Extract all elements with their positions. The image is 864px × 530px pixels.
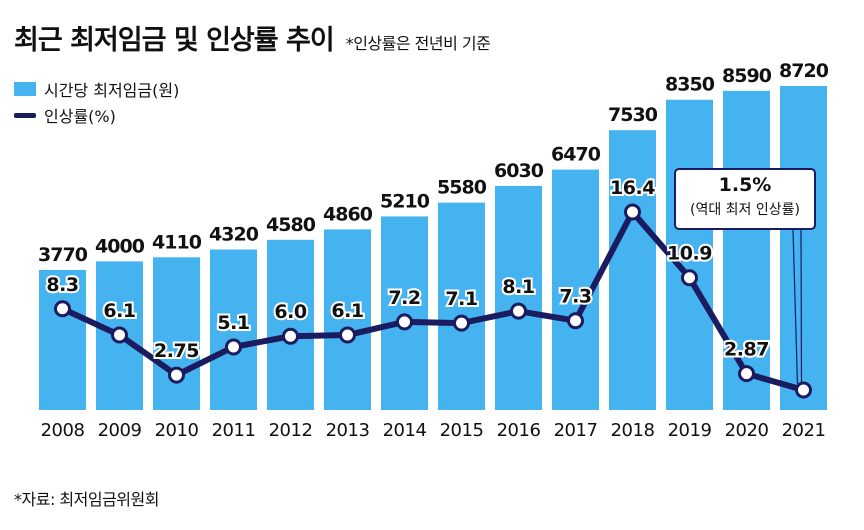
x-tick-label-2012: 2012: [269, 420, 313, 441]
x-tick-label-2015: 2015: [440, 420, 484, 441]
rate-point-2020: [738, 365, 755, 383]
rate-label-2012: 6.0: [274, 301, 306, 323]
rate-label-2009: 6.1: [103, 300, 135, 322]
x-tick-label-2018: 2018: [611, 420, 655, 441]
bar-value-label-2018: 7530: [608, 104, 658, 126]
rate-label-2016: 8.1: [502, 276, 534, 298]
bar-value-label-2017: 6470: [551, 144, 601, 166]
x-tick-label-2010: 2010: [155, 420, 199, 441]
bar-value-label-2008: 3770: [38, 244, 88, 266]
bar-value-label-2014: 5210: [380, 190, 430, 212]
rate-label-2020: 2.87: [724, 339, 769, 361]
rate-point-2009: [111, 326, 128, 344]
rate-point-2013: [339, 326, 356, 344]
rate-point-2018: [624, 203, 641, 221]
x-tick-label-2021: 2021: [782, 420, 826, 441]
bar-2010: [153, 257, 200, 410]
bar-value-label-2012: 4580: [266, 214, 316, 236]
bar-value-label-2016: 6030: [494, 160, 544, 182]
legend-item-rate: 인상률(%): [14, 102, 179, 128]
bar-2018: [609, 130, 656, 411]
legend-bar-swatch: [14, 82, 36, 96]
rate-label-2008: 8.3: [46, 274, 78, 296]
rate-point-2012: [282, 327, 299, 345]
rate-label-2013: 6.1: [331, 300, 363, 322]
bar-2015: [438, 202, 485, 410]
callout-value: 1.5%: [718, 174, 772, 196]
bar-2021: [780, 86, 827, 410]
title-row: 최근 최저임금 및 인상률 추이 *인상률은 전년비 기준: [14, 18, 491, 57]
rate-point-2017: [567, 312, 584, 330]
x-tick-label-2009: 2009: [98, 420, 142, 441]
legend-line-swatch: [14, 112, 36, 118]
rate-label-2010: 2.75: [154, 340, 199, 362]
x-tick-label-2019: 2019: [668, 420, 712, 441]
bar-value-label-2013: 4860: [323, 203, 373, 225]
rate-point-2021: [795, 381, 812, 399]
bar-2008: [39, 269, 86, 410]
rate-label-2014: 7.2: [388, 287, 420, 309]
rate-point-2014: [396, 313, 413, 331]
rate-point-2008: [54, 300, 71, 318]
rate-line: [59, 209, 807, 393]
chart-subtitle: *인상률은 전년비 기준: [345, 34, 491, 53]
bar-value-label-2010: 4110: [152, 231, 202, 253]
bar-2016: [495, 185, 542, 410]
rate-point-2015: [453, 314, 470, 332]
rate-label-2019: 10.9: [667, 243, 712, 265]
bar-2014: [381, 216, 428, 410]
x-tick-label-2016: 2016: [497, 420, 541, 441]
x-tick-label-2020: 2020: [725, 420, 769, 441]
bar-2019: [666, 99, 713, 410]
bar-2011: [210, 249, 257, 410]
callout-box: 1.5% (역대 최저 인상률): [674, 168, 816, 230]
x-tick-label-2014: 2014: [383, 420, 427, 441]
x-tick-label-2011: 2011: [212, 420, 256, 441]
rate-label-2018: 16.4: [610, 177, 655, 199]
legend: 시간당 최저임금(원) 인상률(%): [14, 76, 179, 128]
bar-value-label-2015: 5580: [437, 177, 487, 199]
rate-point-2019: [681, 269, 698, 287]
bar-2012: [267, 239, 314, 410]
bar-value-label-2019: 8350: [665, 74, 715, 96]
rate-point-2010: [168, 366, 185, 384]
bar-value-label-2021: 8720: [779, 60, 829, 82]
x-tick-label-2013: 2013: [326, 420, 370, 441]
bar-value-label-2009: 4000: [95, 235, 145, 257]
rate-point-2011: [225, 338, 242, 356]
legend-label-rate: 인상률(%): [44, 107, 116, 126]
bar-value-label-2011: 4320: [209, 223, 259, 245]
x-tick-label-2017: 2017: [554, 420, 598, 441]
bar-2013: [324, 229, 371, 410]
rate-label-2017: 7.3: [559, 286, 591, 308]
legend-label-wage: 시간당 최저임금(원): [44, 81, 180, 100]
callout-pointer: [792, 229, 799, 386]
chart-title: 최근 최저임금 및 인상률 추이: [14, 25, 335, 56]
bar-2020: [723, 90, 770, 411]
rate-label-2011: 5.1: [217, 312, 249, 334]
bar-value-label-2020: 8590: [722, 65, 772, 87]
callout-note: (역대 최저 인상률): [690, 202, 800, 218]
rate-label-2015: 7.1: [445, 288, 477, 310]
x-tick-label-2008: 2008: [41, 420, 85, 441]
legend-item-wage: 시간당 최저임금(원): [14, 76, 179, 102]
rate-point-2016: [510, 302, 527, 320]
source-note: *자료: 최저임금위원회: [14, 490, 159, 509]
callout-pointer-edge: [800, 229, 803, 385]
